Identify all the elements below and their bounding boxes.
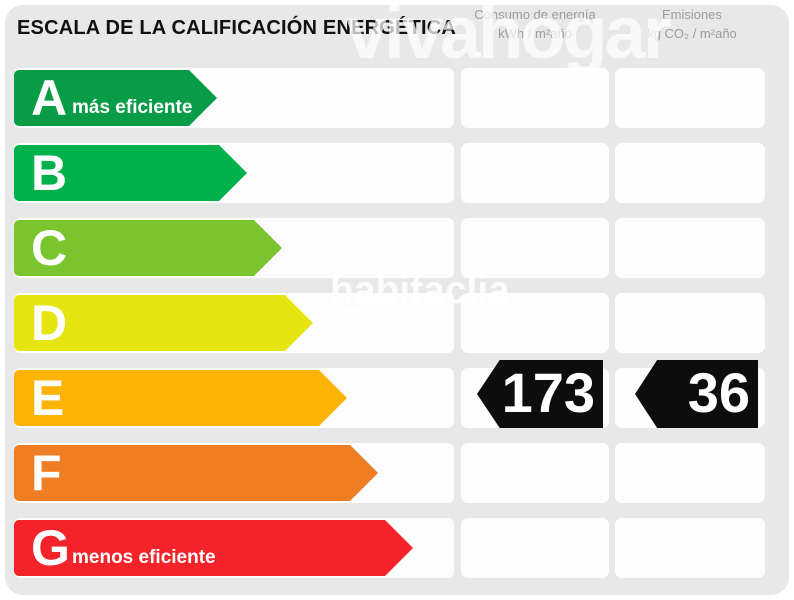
chart-title: ESCALA DE LA CALIFICACIÓN ENERGÉTICA (17, 17, 457, 39)
rating-arrow-g: G menos eficiente (14, 520, 413, 576)
emisiones-value: 36 (687, 361, 750, 424)
column-header-emisiones-line1: Emisiones (662, 7, 722, 22)
rating-arrow-b: B (14, 145, 247, 201)
rating-letter-b: B (31, 145, 68, 201)
rating-arrow-c: C (14, 220, 282, 276)
consumo-cell-a (461, 68, 609, 128)
rating-row-g: G menos eficiente (0, 518, 794, 578)
consumo-cell-f (461, 443, 609, 503)
rating-letter-f: F (31, 445, 62, 501)
consumo-cell-e: 173 (461, 360, 609, 428)
consumo-cell-b (461, 143, 609, 203)
rating-note-a: más eficiente (72, 97, 193, 118)
consumo-value: 173 (501, 361, 595, 424)
emisiones-cell-a (615, 68, 765, 128)
vivahogar-watermark: vivahogar (346, 0, 672, 74)
rating-arrow-a: A más eficiente (14, 70, 217, 126)
rating-row-a: A más eficiente (0, 68, 794, 128)
emisiones-cell-d (615, 293, 765, 353)
rating-row-c: C (0, 218, 794, 278)
column-header-consumo-line2: kWh / m²año (498, 26, 572, 41)
column-header-emisiones-line2: kg CO₂ / m²año (647, 26, 737, 41)
consumo-cell-d (461, 293, 609, 353)
rating-arrow-d: D (14, 295, 313, 351)
consumo-cell-g (461, 518, 609, 578)
rating-letter-a: A (31, 70, 68, 126)
consumo-value-badge: 173 (477, 360, 603, 428)
emisiones-cell-c (615, 218, 765, 278)
rating-letter-g: G (31, 520, 70, 576)
rating-row-b: B (0, 143, 794, 203)
rating-letter-e: E (31, 370, 65, 426)
column-header-emisiones: Emisiones kg CO₂ / m²año (612, 5, 772, 43)
rating-note-g: menos eficiente (72, 547, 216, 568)
column-header-consumo-line1: Consumo de energía (474, 7, 596, 22)
rating-arrow-f: F (14, 445, 378, 501)
emisiones-cell-e: 36 (615, 360, 765, 428)
consumo-cell-c (461, 218, 609, 278)
emisiones-cell-f (615, 443, 765, 503)
rating-row-d: D (0, 293, 794, 353)
rating-letter-d: D (31, 295, 68, 351)
rating-row-f: F (0, 443, 794, 503)
rating-arrow-e: E (14, 370, 347, 426)
rating-letter-c: C (31, 220, 68, 276)
column-header-consumo: Consumo de energía kWh / m²año (455, 5, 615, 43)
rating-row-e: E 173 36 (0, 360, 794, 428)
emisiones-cell-g (615, 518, 765, 578)
emisiones-cell-b (615, 143, 765, 203)
emisiones-value-badge: 36 (635, 360, 758, 428)
habitaclia-smile-icon (337, 300, 363, 313)
